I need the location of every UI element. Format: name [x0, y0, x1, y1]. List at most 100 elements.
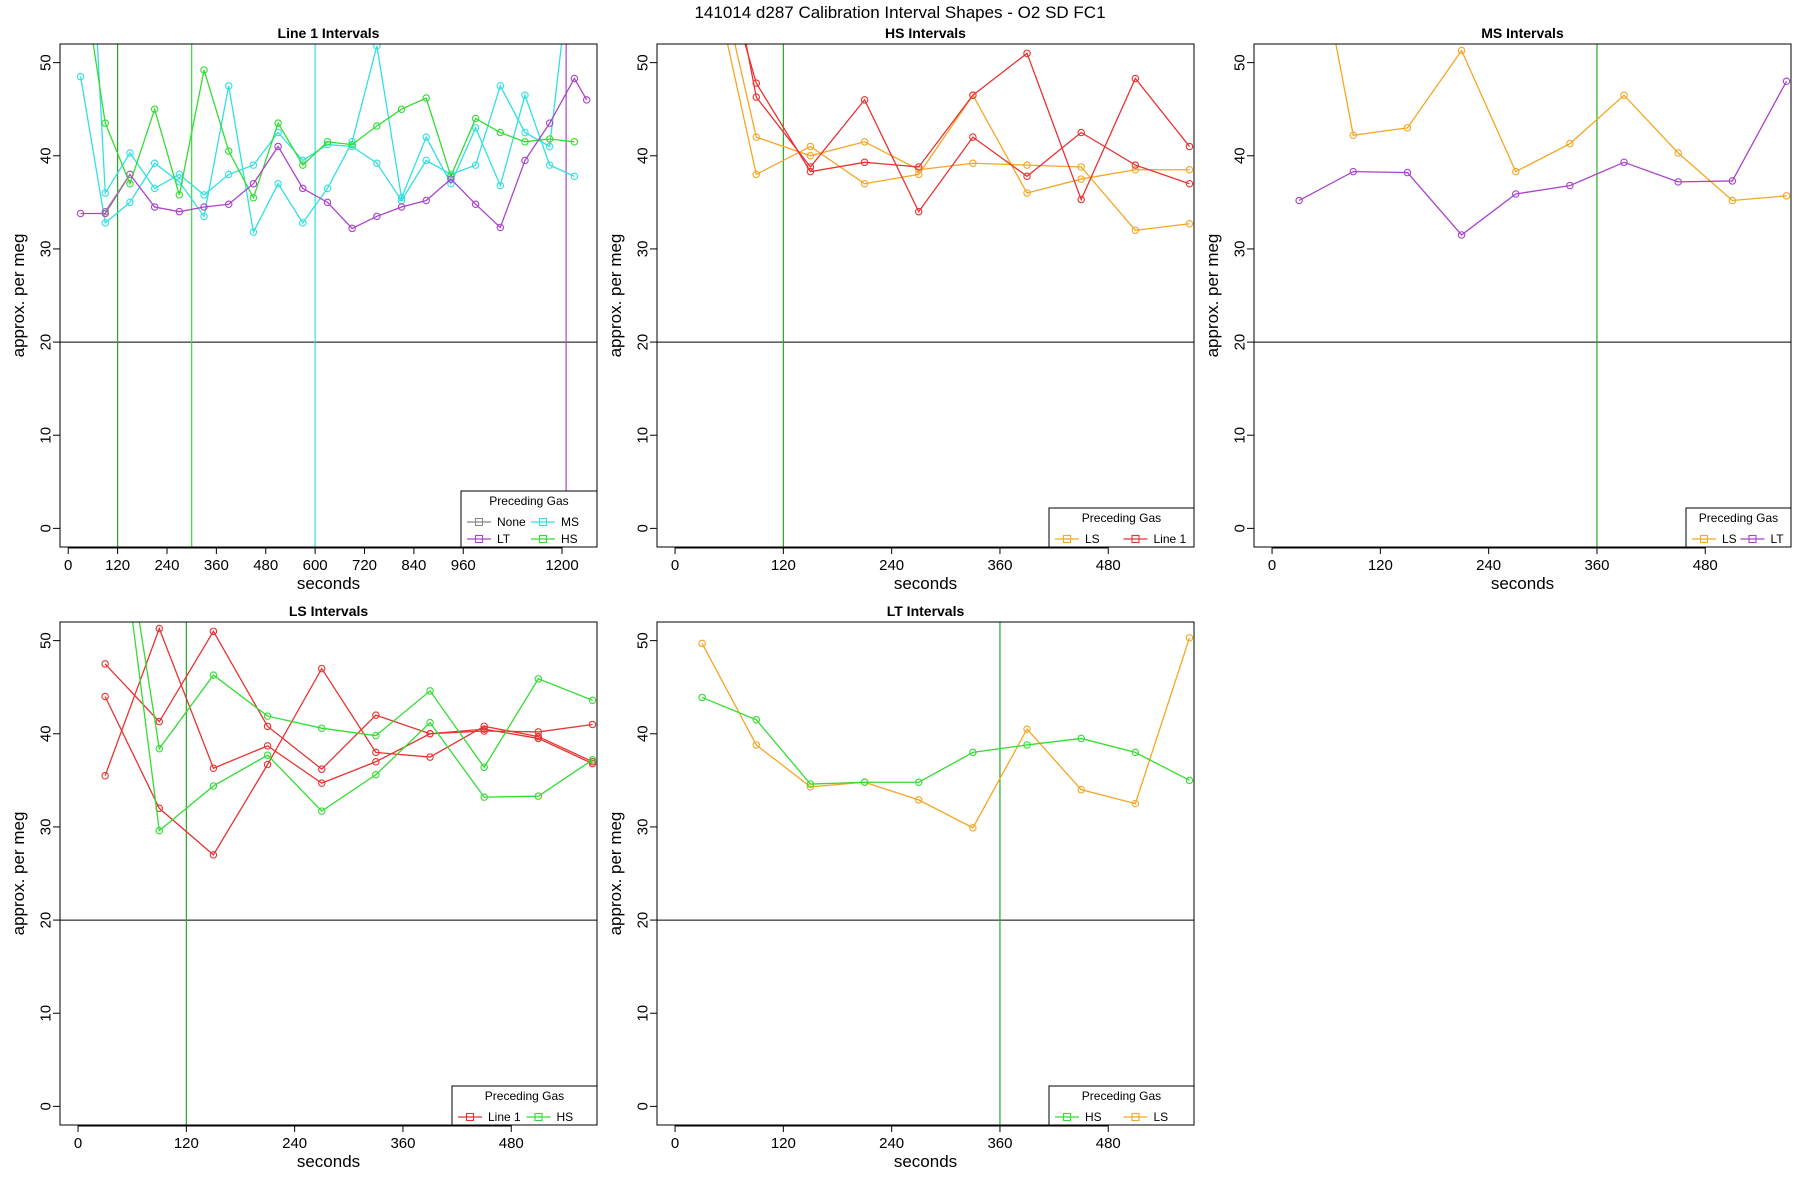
- legend-swatch-marker: [1748, 534, 1757, 544]
- data-point: [397, 105, 406, 113]
- data-point: [299, 184, 307, 193]
- data-point: [1674, 149, 1682, 157]
- legend: Preceding Gas LS Line 1: [1048, 507, 1195, 548]
- series-line-hs: [138, 622, 593, 769]
- y-tick-label: 30: [1232, 241, 1249, 258]
- data-point: [1023, 741, 1031, 749]
- x-tick-label: 360: [204, 557, 229, 574]
- data-point: [317, 779, 326, 787]
- series-line-ls: [701, 637, 1191, 829]
- data-point: [752, 716, 761, 724]
- data-point: [471, 200, 480, 208]
- series-line-ms: [79, 45, 575, 235]
- data-point: [1349, 131, 1358, 140]
- data-point: [1782, 77, 1791, 86]
- legend-swatch-marker: [538, 534, 548, 544]
- x-tick-label: 960: [451, 557, 476, 574]
- data-point: [496, 223, 505, 232]
- x-axis-label: seconds: [894, 1152, 957, 1171]
- page-title: 141014 d287 Calibration Interval Shapes …: [694, 3, 1105, 22]
- legend-swatch-marker: [1131, 1112, 1140, 1122]
- legend-entry-label: LS: [1154, 1110, 1169, 1124]
- data-point: [249, 228, 258, 236]
- data-point: [471, 161, 480, 169]
- data-point: [101, 660, 109, 668]
- data-point: [1457, 231, 1466, 239]
- data-point: [480, 725, 488, 733]
- data-point: [1185, 142, 1194, 151]
- chart-title: MS Intervals: [1481, 25, 1564, 41]
- y-tick-label: 0: [38, 524, 55, 532]
- data-point: [372, 757, 380, 766]
- legend: Preceding Gas HS LS: [1048, 1085, 1195, 1126]
- plot-frame: [656, 43, 1195, 548]
- legend-swatch-marker: [474, 517, 484, 527]
- data-point: [480, 793, 488, 801]
- data-point: [422, 133, 430, 141]
- data-point: [155, 744, 164, 753]
- y-tick-label: 40: [635, 147, 652, 164]
- series-line-line-1: [104, 626, 593, 784]
- x-axis-label: seconds: [297, 574, 360, 593]
- legend-entry-label: LT: [497, 532, 511, 546]
- data-point: [274, 142, 282, 151]
- data-point: [806, 163, 815, 171]
- series-group: [101, 622, 597, 859]
- x-tick-label: 600: [303, 557, 328, 574]
- legend-swatch-marker: [1062, 534, 1072, 544]
- legend-swatch-marker: [534, 1112, 543, 1122]
- data-point: [752, 133, 761, 141]
- x-tick-label: 240: [154, 557, 179, 574]
- data-point: [914, 163, 923, 171]
- legend-swatch-marker: [538, 517, 548, 527]
- data-point: [150, 184, 159, 193]
- data-point: [263, 722, 272, 731]
- data-point: [698, 693, 706, 702]
- data-point: [1185, 166, 1194, 174]
- data-point: [969, 91, 977, 99]
- x-tick-label: 480: [1096, 1135, 1121, 1152]
- data-point: [545, 161, 554, 169]
- series-group: [76, 44, 591, 236]
- y-tick-label: 20: [635, 334, 652, 351]
- data-point: [471, 114, 480, 123]
- data-point: [263, 742, 272, 750]
- legend-title: Preceding Gas: [1699, 511, 1778, 525]
- data-point: [209, 764, 218, 772]
- data-point: [101, 207, 110, 216]
- data-point: [447, 179, 455, 188]
- data-point: [582, 96, 591, 104]
- data-point: [1023, 189, 1031, 197]
- data-point: [200, 191, 208, 199]
- data-point: [1023, 161, 1031, 169]
- x-tick-label: 720: [352, 557, 377, 574]
- data-point: [317, 807, 326, 815]
- x-tick-label: 360: [390, 1135, 415, 1152]
- data-point: [155, 624, 164, 633]
- data-point: [101, 119, 110, 127]
- x-axis-label: seconds: [894, 574, 957, 593]
- x-tick-label: 840: [401, 557, 426, 574]
- y-tick-label: 10: [38, 427, 55, 444]
- data-point: [263, 751, 272, 759]
- data-point: [1511, 190, 1520, 198]
- data-point: [1077, 163, 1085, 171]
- series-line-ls: [1335, 44, 1787, 202]
- legend-box: [1685, 507, 1792, 548]
- data-point: [534, 734, 543, 743]
- plot-frame: [1253, 43, 1792, 548]
- x-tick-label: 480: [1693, 557, 1718, 574]
- chart-title: HS Intervals: [885, 25, 966, 41]
- data-point: [545, 142, 554, 151]
- data-point: [521, 128, 529, 137]
- data-point: [545, 135, 554, 143]
- data-point: [224, 170, 233, 179]
- data-point: [570, 74, 579, 83]
- x-tick-label: 120: [771, 557, 796, 574]
- chart-panel-1: Line 1 Intervals 0 120 240 360 480 600 720 840 96…: [9, 25, 598, 593]
- y-tick-label: 50: [1232, 54, 1249, 71]
- data-point: [1185, 179, 1194, 188]
- data-point: [570, 172, 579, 181]
- series-group: [1295, 44, 1791, 239]
- data-point: [588, 756, 597, 764]
